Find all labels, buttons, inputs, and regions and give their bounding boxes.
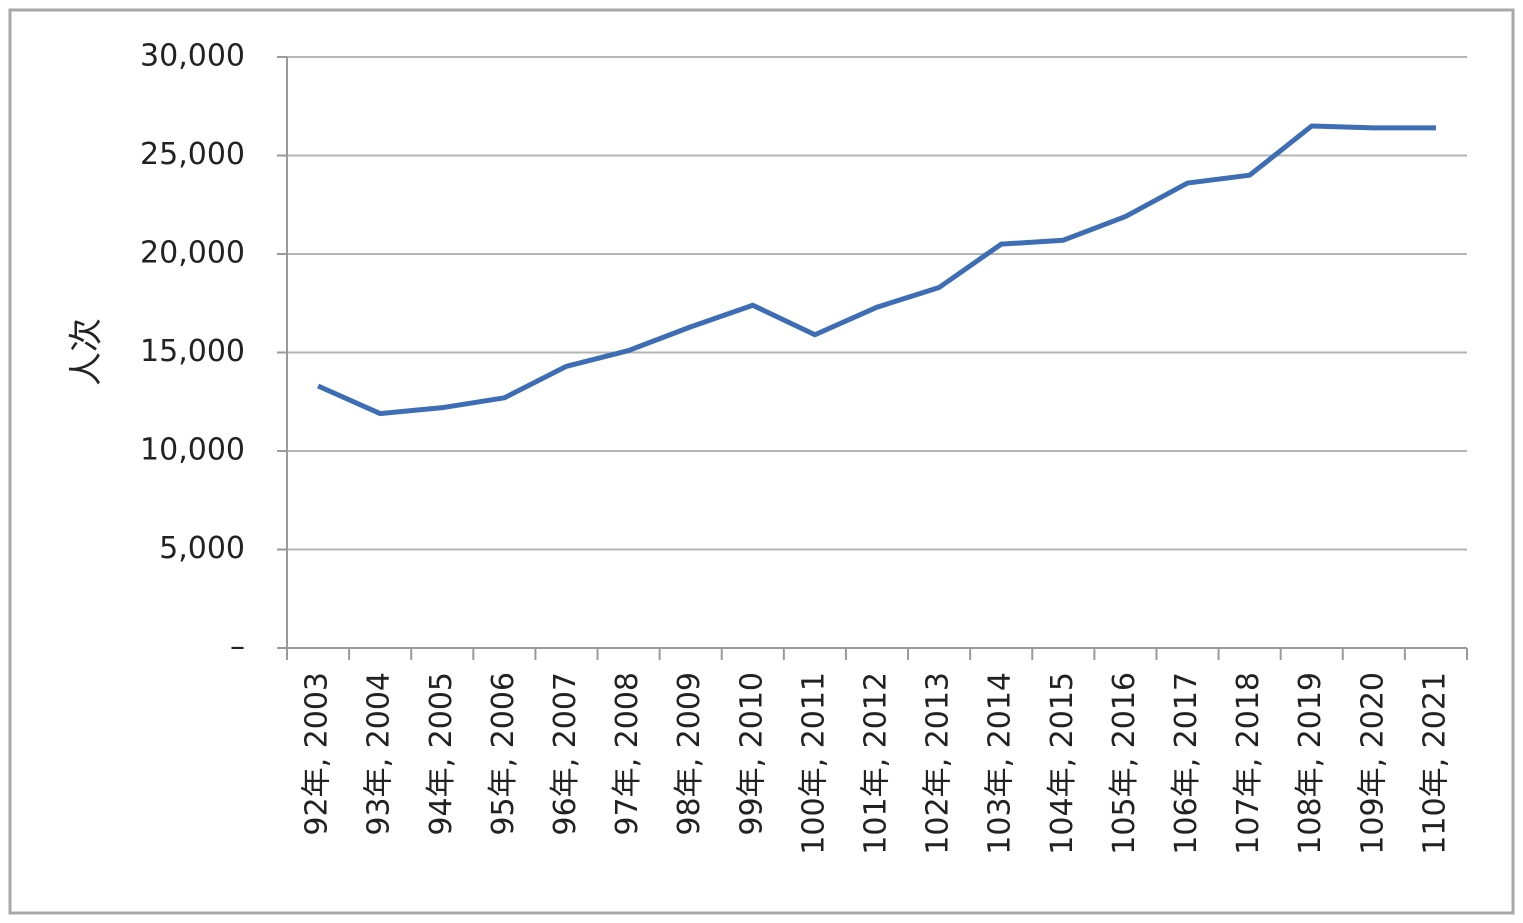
y-tick-label: 25,000 xyxy=(140,137,245,172)
x-tick-label: 92年, 2003 xyxy=(300,672,335,836)
x-tick-label: 98年, 2009 xyxy=(672,672,707,836)
x-tick-label: 102年, 2013 xyxy=(921,672,956,855)
x-tick-label: 101年, 2012 xyxy=(859,672,894,855)
y-tick-label: – xyxy=(230,630,245,665)
x-tick-label: 106年, 2017 xyxy=(1169,672,1204,855)
chart-border xyxy=(8,8,1515,915)
y-tick-label: 15,000 xyxy=(140,334,245,369)
x-tick-label: 108年, 2019 xyxy=(1293,672,1328,855)
y-axis-label: 人次 xyxy=(67,318,107,386)
y-tick-label: 20,000 xyxy=(140,236,245,271)
x-tick-label: 107年, 2018 xyxy=(1231,672,1266,855)
x-tick-label: 94年, 2005 xyxy=(424,672,459,836)
x-tick-label: 109年, 2020 xyxy=(1355,672,1390,855)
x-tick-label: 103年, 2014 xyxy=(983,672,1018,855)
x-tick-label: 100年, 2011 xyxy=(796,672,831,855)
x-tick-label: 95年, 2006 xyxy=(486,672,521,836)
x-tick-label: 104年, 2015 xyxy=(1045,672,1080,855)
x-tick-label: 105年, 2016 xyxy=(1107,672,1142,855)
x-tick-label: 99年, 2010 xyxy=(734,672,769,836)
x-tick-label: 110年, 2021 xyxy=(1417,672,1452,855)
y-tick-label: 10,000 xyxy=(140,433,245,468)
y-tick-label: 5,000 xyxy=(159,531,245,566)
x-tick-label: 96年, 2007 xyxy=(548,672,583,836)
y-tick-label: 30,000 xyxy=(140,39,245,74)
x-tick-label: 97年, 2008 xyxy=(610,672,645,836)
data-line xyxy=(317,123,1436,417)
x-tick-label: 93年, 2004 xyxy=(362,672,397,836)
